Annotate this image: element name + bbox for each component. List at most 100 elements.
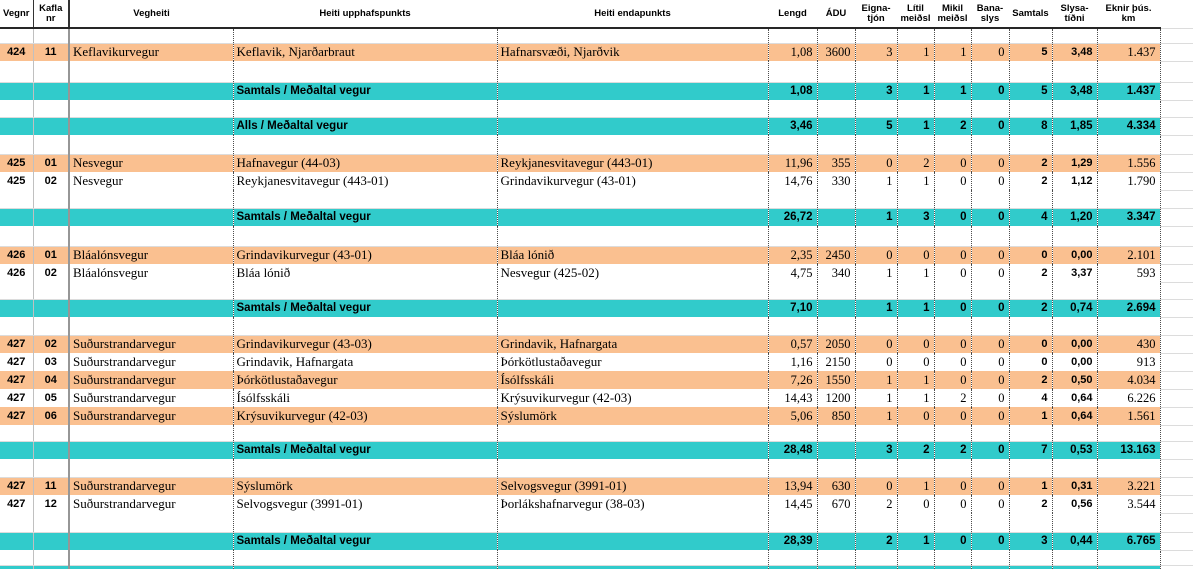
cell-mikil[interactable] xyxy=(934,550,972,566)
cell-vegheiti[interactable] xyxy=(69,190,234,209)
cell-banaslys[interactable]: 0 xyxy=(971,299,1010,317)
cell-banaslys[interactable]: 0 xyxy=(971,264,1010,282)
cell-adu[interactable] xyxy=(817,282,856,300)
cell-enda[interactable] xyxy=(497,425,769,442)
cell-kaflanr[interactable] xyxy=(33,441,70,459)
cell-vegheiti[interactable]: Bláalónsvegur xyxy=(69,264,234,282)
cell-eignatjon[interactable] xyxy=(855,513,898,533)
cell-vegheiti[interactable]: Suðurstrandarvegur xyxy=(69,371,234,389)
cell-lengd[interactable] xyxy=(768,61,818,83)
cell-enda[interactable] xyxy=(497,299,769,317)
cell-eignatjon[interactable] xyxy=(855,459,898,478)
cell-vegheiti[interactable] xyxy=(69,28,234,44)
cell-lengd[interactable] xyxy=(768,459,818,478)
cell-vegnr[interactable] xyxy=(0,282,34,300)
cell-upphaf[interactable] xyxy=(233,226,498,247)
column-header-enda[interactable]: Heiti endapunkts xyxy=(497,0,768,29)
cell-upphaf[interactable]: Samtals / Meðaltal vegur xyxy=(233,299,498,317)
cell-slysatidni[interactable] xyxy=(1052,226,1098,247)
cell-adu[interactable]: 2450 xyxy=(817,246,856,264)
cell-vegheiti[interactable] xyxy=(69,425,234,442)
empty-cell[interactable] xyxy=(1160,100,1193,118)
cell-adu[interactable] xyxy=(817,317,856,336)
cell-slysatidni[interactable]: 1,85 xyxy=(1052,117,1098,135)
cell-litil[interactable]: 3 xyxy=(897,208,935,226)
cell-vegnr[interactable] xyxy=(0,532,34,550)
cell-enda[interactable]: Reykjanesvitavegur (443-01) xyxy=(497,154,769,172)
cell-eignatjon[interactable]: 1 xyxy=(855,172,898,190)
cell-eignatjon[interactable] xyxy=(855,425,898,442)
cell-lengd[interactable] xyxy=(768,100,818,118)
empty-cell[interactable] xyxy=(1160,565,1193,569)
cell-mikil[interactable]: 2 xyxy=(934,389,972,407)
cell-litil[interactable] xyxy=(897,135,935,155)
cell-vegnr[interactable]: 426 xyxy=(0,264,34,282)
column-header-slysatidni[interactable]: Slysa-tíðni xyxy=(1052,0,1097,29)
cell-enda[interactable] xyxy=(497,532,769,550)
empty-cell[interactable] xyxy=(1160,299,1193,318)
cell-samtals[interactable] xyxy=(1009,317,1053,336)
cell-litil[interactable]: 1 xyxy=(897,172,935,190)
cell-lengd[interactable]: 14,43 xyxy=(768,389,818,407)
cell-vegnr[interactable] xyxy=(0,317,34,336)
cell-mikil[interactable]: 0 xyxy=(934,371,972,389)
cell-banaslys[interactable] xyxy=(971,135,1010,155)
cell-samtals[interactable] xyxy=(1009,425,1053,442)
empty-cell[interactable] xyxy=(1160,353,1193,372)
cell-eknir[interactable]: 913 xyxy=(1097,353,1161,371)
cell-vegheiti[interactable]: Suðurstrandarvegur xyxy=(69,353,234,371)
cell-vegheiti[interactable] xyxy=(69,208,234,226)
cell-slysatidni[interactable]: 0,56 xyxy=(1052,495,1098,513)
cell-eignatjon[interactable]: 1 xyxy=(855,407,898,425)
cell-lengd[interactable]: 7,26 xyxy=(768,371,818,389)
cell-litil[interactable]: 1 xyxy=(897,389,935,407)
cell-eknir[interactable]: 3.544 xyxy=(1097,495,1161,513)
cell-slysatidni[interactable] xyxy=(1052,459,1098,478)
cell-samtals[interactable] xyxy=(1009,100,1053,118)
cell-mikil[interactable]: 0 xyxy=(934,335,972,353)
cell-adu[interactable] xyxy=(817,425,856,442)
cell-banaslys[interactable]: 0 xyxy=(971,407,1010,425)
cell-vegheiti[interactable] xyxy=(69,550,234,566)
cell-eignatjon[interactable]: 0 xyxy=(855,477,898,495)
cell-litil[interactable] xyxy=(897,100,935,118)
cell-eknir[interactable]: 430 xyxy=(1097,335,1161,353)
cell-vegheiti[interactable] xyxy=(69,441,234,459)
cell-mikil[interactable] xyxy=(934,317,972,336)
cell-adu[interactable]: 330 xyxy=(817,172,856,190)
cell-upphaf[interactable] xyxy=(233,513,498,533)
cell-lengd[interactable] xyxy=(768,190,818,209)
cell-vegheiti[interactable] xyxy=(69,61,234,83)
cell-eignatjon[interactable]: 0 xyxy=(855,154,898,172)
cell-litil[interactable] xyxy=(897,425,935,442)
cell-kaflanr[interactable] xyxy=(33,28,70,44)
cell-banaslys[interactable]: 0 xyxy=(971,389,1010,407)
cell-mikil[interactable] xyxy=(934,61,972,83)
cell-kaflanr[interactable] xyxy=(33,208,70,226)
cell-mikil[interactable]: 0 xyxy=(934,299,972,317)
cell-mikil[interactable] xyxy=(934,565,972,569)
cell-enda[interactable]: Krýsuvikurvegur (42-03) xyxy=(497,389,769,407)
cell-vegnr[interactable] xyxy=(0,441,34,459)
cell-vegnr[interactable] xyxy=(0,208,34,226)
cell-vegheiti[interactable]: Nesvegur xyxy=(69,172,234,190)
cell-litil[interactable] xyxy=(897,565,935,569)
cell-upphaf[interactable]: Krýsuvikurvegur (42-03) xyxy=(233,407,498,425)
empty-cell[interactable] xyxy=(1160,264,1193,283)
cell-eknir[interactable] xyxy=(1097,282,1161,300)
cell-eknir[interactable] xyxy=(1097,425,1161,442)
cell-eknir[interactable] xyxy=(1097,135,1161,155)
cell-adu[interactable] xyxy=(817,565,856,569)
cell-upphaf[interactable]: Samtals / Meðaltal vegur xyxy=(233,532,498,550)
cell-vegheiti[interactable]: Suðurstrandarvegur xyxy=(69,495,234,513)
cell-litil[interactable] xyxy=(897,513,935,533)
cell-enda[interactable]: Þorlákshafnarvegur (38-03) xyxy=(497,495,769,513)
cell-litil[interactable]: 1 xyxy=(897,43,935,61)
cell-kaflanr[interactable]: 06 xyxy=(33,407,70,425)
cell-kaflanr[interactable]: 11 xyxy=(33,477,70,495)
cell-enda[interactable]: Grindavik, Hafnargata xyxy=(497,335,769,353)
empty-cell[interactable] xyxy=(1160,317,1193,336)
cell-mikil[interactable]: 0 xyxy=(934,477,972,495)
cell-eknir[interactable] xyxy=(1097,100,1161,118)
cell-vegheiti[interactable] xyxy=(69,100,234,118)
